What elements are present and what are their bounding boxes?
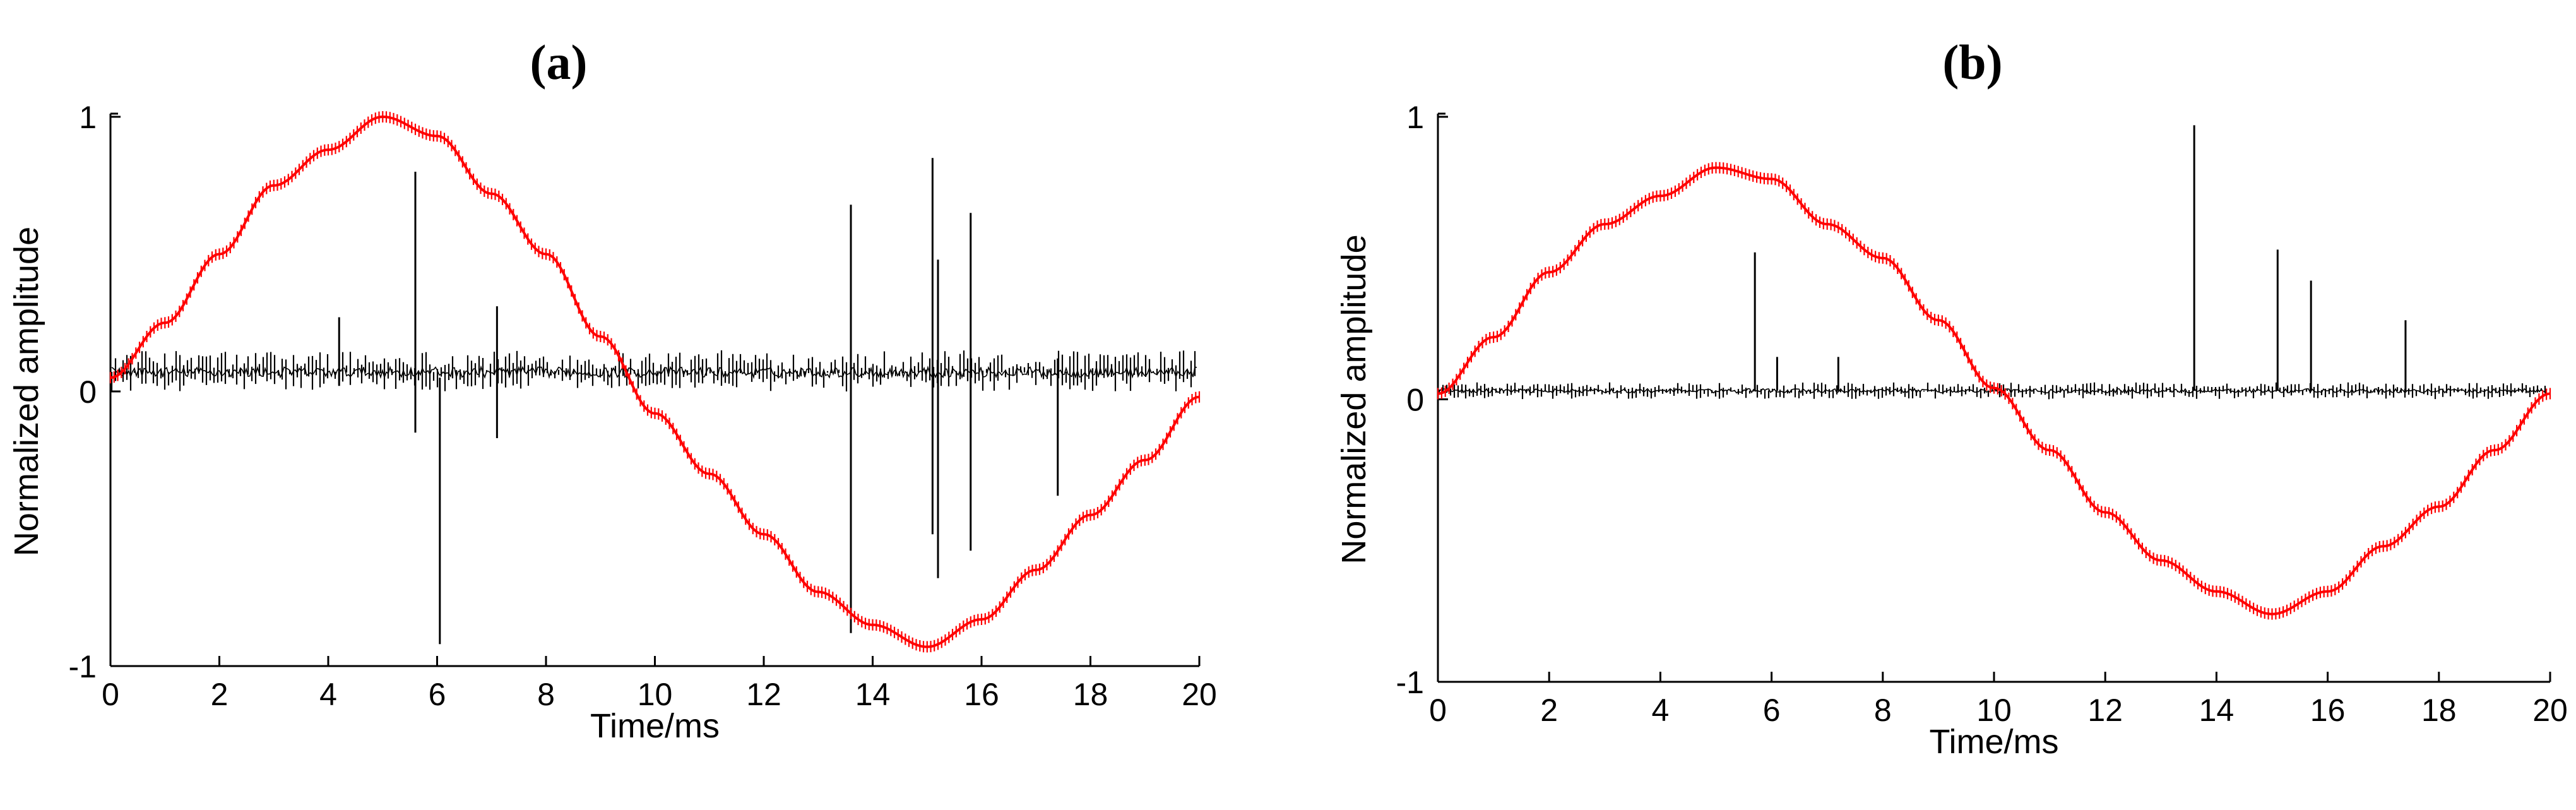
noise-signal [110, 350, 1197, 391]
x-tick-label: 10 [1976, 693, 2012, 728]
x-tick-label: 12 [2087, 693, 2123, 728]
noise-strokes [110, 350, 1196, 391]
x-tick-label: 10 [638, 677, 673, 712]
voltage-curve [109, 111, 1201, 653]
panel-a: (a) 0 2 4 6 8 10 12 14 16 18 20-101Time/msNormaliz… [8, 35, 1217, 745]
x-tick-label: 2 [1540, 693, 1558, 728]
x-tick-label: 0 [1429, 693, 1447, 728]
x-tick-label: 6 [429, 677, 446, 712]
x-tick-label: 20 [1182, 677, 1217, 712]
discharge-spikes [338, 158, 1059, 645]
x-tick-label: 8 [537, 677, 555, 712]
y-axis-label: Normalized amplitude [8, 227, 45, 556]
x-tick-label: 6 [1763, 693, 1781, 728]
panel-b: (b) 0 2 4 6 8 10 12 14 16 18 20-101Time/msNormaliz… [1335, 35, 2568, 761]
panel-b-title: (b) [1942, 35, 2002, 90]
y-tick-label: 1 [79, 100, 97, 135]
discharge-spikes [1754, 125, 2407, 391]
x-tick-label: 18 [1073, 677, 1108, 712]
voltage-curve [1437, 162, 2551, 620]
x-tick-label: 16 [2310, 693, 2346, 728]
x-axis-label: Time/ms [590, 707, 720, 745]
voltage-curve-line [1437, 166, 2551, 616]
x-axis-label: Time/ms [1930, 723, 2059, 761]
x-tick-label: 12 [746, 677, 781, 712]
x-tick-label: 0 [102, 677, 119, 712]
x-tick-label: 16 [964, 677, 999, 712]
x-tick-label: 20 [2532, 693, 2568, 728]
x-tick-label: 4 [319, 677, 337, 712]
x-tick-label: 4 [1651, 693, 1669, 728]
y-tick-label: 0 [1406, 383, 1424, 418]
voltage-curve-line [110, 115, 1200, 648]
panel-a-title: (a) [530, 35, 588, 90]
y-tick-label: 0 [79, 374, 97, 410]
y-tick-label: 1 [1406, 100, 1424, 135]
x-tick-label: 18 [2421, 693, 2457, 728]
noise-signal [1438, 382, 2548, 400]
y-tick-label: -1 [1396, 665, 1424, 700]
y-axis-label: Normalized amplitude [1335, 234, 1373, 564]
x-tick-label: 2 [211, 677, 229, 712]
y-tick-label: -1 [69, 649, 97, 684]
x-tick-label: 14 [855, 677, 891, 712]
x-tick-label: 8 [1874, 693, 1892, 728]
noise-center-trace [1439, 388, 2548, 395]
x-tick-label: 14 [2199, 693, 2235, 728]
noise-center-trace [111, 365, 1197, 379]
